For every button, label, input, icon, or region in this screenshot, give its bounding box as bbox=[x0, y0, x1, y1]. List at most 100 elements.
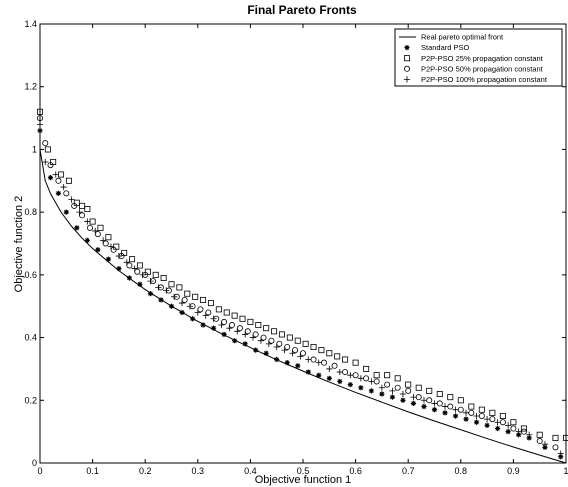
data-point bbox=[273, 343, 280, 351]
data-point bbox=[176, 284, 183, 291]
data-point bbox=[462, 409, 470, 416]
data-point bbox=[116, 265, 122, 272]
data-point bbox=[384, 381, 391, 388]
data-point bbox=[302, 340, 309, 347]
data-point bbox=[447, 394, 454, 401]
x-tick-label: 0.6 bbox=[349, 466, 362, 476]
data-point bbox=[379, 391, 385, 397]
x-tick-label: 0.3 bbox=[192, 466, 205, 476]
data-point bbox=[92, 227, 99, 235]
data-point bbox=[55, 190, 62, 196]
data-point bbox=[334, 353, 341, 360]
data-point bbox=[163, 287, 170, 294]
data-point bbox=[373, 372, 380, 379]
data-point bbox=[197, 306, 204, 313]
data-point bbox=[357, 375, 364, 382]
data-point bbox=[218, 321, 225, 329]
data-point bbox=[426, 387, 433, 394]
y-axis-title: Objective function 2 bbox=[13, 196, 25, 293]
plot-frame bbox=[39, 23, 567, 464]
data-point bbox=[228, 322, 235, 329]
data-point bbox=[326, 350, 333, 357]
data-point bbox=[337, 378, 343, 385]
legend-marker bbox=[404, 45, 410, 51]
axis-ticks: 0 0.1 0.2 0.3 0.4 0.5 0.6 0.7 0.8 0.9 1 0 0.2 0.4 0.6 0… bbox=[24, 19, 568, 476]
data-point bbox=[260, 334, 267, 341]
data-point bbox=[36, 121, 44, 128]
data-point bbox=[215, 306, 222, 313]
data-point bbox=[200, 322, 206, 328]
y-tick-label: 1 bbox=[32, 144, 37, 154]
y-tick-label: 0.4 bbox=[24, 333, 37, 343]
data-point bbox=[42, 140, 49, 147]
data-point bbox=[84, 237, 90, 243]
data-point bbox=[242, 341, 248, 347]
data-point bbox=[484, 416, 491, 423]
data-point bbox=[473, 412, 480, 420]
data-point bbox=[152, 271, 159, 278]
data-point bbox=[384, 372, 391, 379]
data-point bbox=[65, 177, 72, 184]
data-point bbox=[299, 350, 306, 357]
data-point bbox=[552, 434, 559, 441]
data-point bbox=[136, 262, 143, 269]
data-point bbox=[499, 412, 506, 419]
data-point bbox=[557, 450, 564, 457]
x-tick-label: 0.8 bbox=[455, 466, 468, 476]
data-point bbox=[68, 196, 75, 203]
data-point bbox=[563, 434, 568, 441]
data-point bbox=[431, 400, 438, 407]
data-point bbox=[158, 297, 164, 303]
data-point bbox=[100, 237, 107, 244]
data-point bbox=[363, 365, 370, 372]
data-point bbox=[42, 158, 49, 166]
data-point bbox=[47, 162, 54, 169]
data-point bbox=[457, 397, 464, 404]
data-point bbox=[489, 409, 496, 416]
data-point bbox=[202, 312, 209, 319]
data-point bbox=[194, 309, 201, 316]
data-point bbox=[468, 409, 475, 416]
data-point bbox=[168, 303, 175, 309]
data-point bbox=[247, 318, 254, 325]
data-point bbox=[276, 340, 283, 347]
data-point bbox=[110, 246, 117, 253]
data-point bbox=[394, 375, 401, 382]
data-point bbox=[295, 363, 301, 369]
data-point bbox=[484, 422, 490, 428]
x-tick-label: 0.4 bbox=[244, 466, 257, 476]
data-point bbox=[447, 403, 454, 410]
legend-label: P2P-PSO 50% propagation constant bbox=[421, 64, 544, 73]
legend-label: Standard PSO bbox=[421, 43, 470, 52]
data-point bbox=[76, 209, 83, 216]
data-point bbox=[147, 278, 154, 285]
data-point bbox=[181, 296, 188, 303]
data-point bbox=[520, 428, 527, 435]
series-4 bbox=[36, 121, 564, 457]
y-tick-label: 0 bbox=[32, 458, 37, 468]
data-point bbox=[495, 425, 501, 432]
data-point bbox=[137, 281, 143, 287]
data-point bbox=[52, 171, 59, 178]
data-point bbox=[221, 318, 228, 325]
data-point bbox=[318, 347, 325, 354]
data-point bbox=[178, 299, 186, 307]
data-point bbox=[107, 243, 115, 250]
legend-marker bbox=[403, 76, 411, 83]
data-point bbox=[200, 296, 207, 303]
data-point bbox=[510, 425, 517, 432]
data-point bbox=[60, 183, 67, 191]
y-tick-label: 1.4 bbox=[24, 19, 37, 29]
data-point bbox=[123, 259, 130, 266]
data-point bbox=[105, 234, 112, 241]
data-point bbox=[516, 432, 522, 438]
data-point bbox=[274, 356, 280, 363]
series-2 bbox=[37, 108, 568, 441]
data-point bbox=[536, 438, 543, 445]
data-point bbox=[310, 356, 317, 363]
data-point bbox=[268, 337, 275, 344]
series-0 bbox=[39, 149, 567, 464]
data-point bbox=[347, 382, 353, 388]
data-point bbox=[226, 325, 233, 332]
